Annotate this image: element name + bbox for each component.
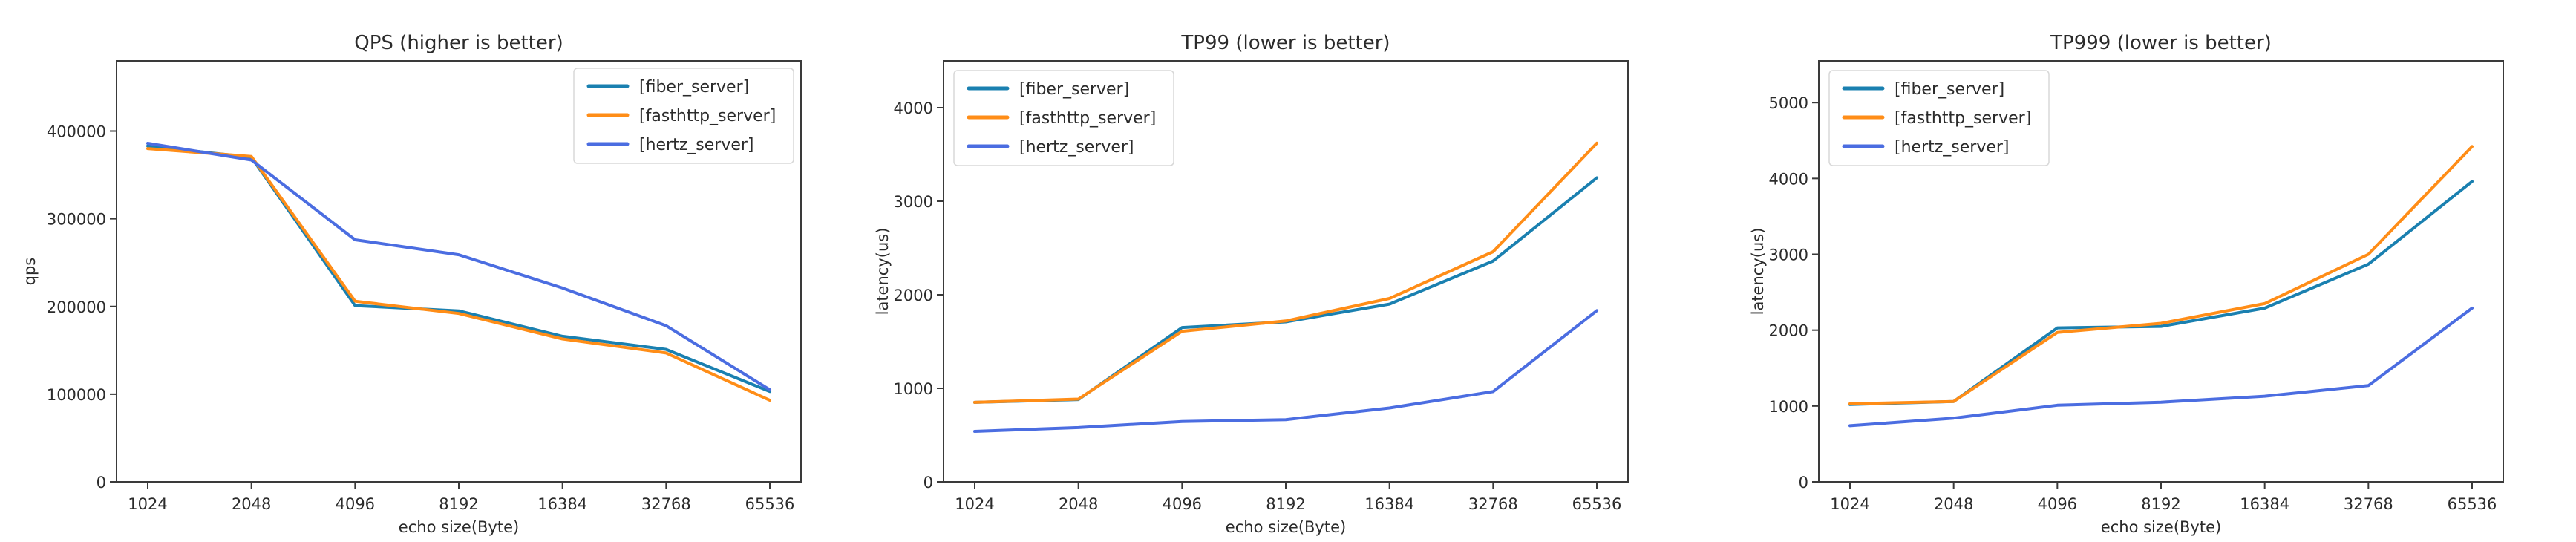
x-tick-label: 1024 bbox=[128, 495, 167, 513]
chart-title: TP99 (lower is better) bbox=[1180, 32, 1390, 54]
legend-label: [hertz_server] bbox=[1019, 138, 1134, 157]
x-tick-label: 32768 bbox=[641, 495, 691, 513]
legend bbox=[573, 68, 794, 164]
series-line-hertz_server bbox=[1848, 307, 2474, 428]
y-tick-label: 400000 bbox=[47, 123, 106, 141]
legend-label: [fiber_server] bbox=[639, 78, 749, 97]
legend-label: [fiber_server] bbox=[1895, 80, 2004, 99]
legend-label: [fasthttp_server] bbox=[1019, 109, 1156, 128]
chart-title: QPS (higher is better) bbox=[354, 32, 563, 54]
x-tick-label: 16384 bbox=[537, 495, 587, 513]
x-tick-label: 2048 bbox=[1934, 495, 1973, 513]
x-tick-label: 16384 bbox=[1364, 495, 1414, 513]
y-tick-label: 300000 bbox=[47, 211, 106, 229]
legend-label: [fasthttp_server] bbox=[639, 107, 776, 125]
legend-label: [hertz_server] bbox=[1895, 138, 2010, 157]
series-line-hertz_server bbox=[146, 142, 771, 391]
x-tick-label: 4096 bbox=[336, 495, 375, 513]
legend bbox=[1828, 70, 2050, 166]
y-axis-label: latency(us) bbox=[1749, 228, 1767, 316]
x-tick-label: 32768 bbox=[2344, 495, 2393, 513]
x-tick-label: 4096 bbox=[2038, 495, 2077, 513]
y-tick-label: 1000 bbox=[1769, 398, 1808, 416]
x-tick-label: 8192 bbox=[2141, 495, 2180, 513]
legend-label: [fiber_server] bbox=[1019, 80, 1129, 99]
series-line-fiber_server bbox=[973, 176, 1598, 404]
legend bbox=[953, 70, 1174, 166]
y-tick-label: 4000 bbox=[1769, 170, 1808, 188]
y-tick-label: 0 bbox=[923, 474, 933, 492]
x-tick-label: 65536 bbox=[2448, 495, 2497, 513]
chart-title: TP999 (lower is better) bbox=[2050, 32, 2272, 54]
y-tick-label: 1000 bbox=[894, 380, 933, 398]
y-axis-label: qps bbox=[21, 258, 39, 286]
y-tick-label: 2000 bbox=[1769, 322, 1808, 340]
y-tick-label: 5000 bbox=[1769, 94, 1808, 112]
x-axis-label: echo size(Byte) bbox=[1226, 518, 1346, 536]
y-tick-label: 0 bbox=[97, 474, 106, 492]
y-tick-label: 2000 bbox=[894, 287, 933, 304]
x-tick-label: 1024 bbox=[955, 495, 994, 513]
y-tick-label: 0 bbox=[1799, 474, 1808, 492]
x-tick-label: 65536 bbox=[745, 495, 795, 513]
series-line-fasthttp_server bbox=[973, 141, 1598, 404]
y-tick-label: 4000 bbox=[894, 99, 933, 117]
y-axis-label: latency(us) bbox=[874, 228, 892, 316]
legend-label: [fasthttp_server] bbox=[1895, 109, 2031, 128]
series-line-fiber_server bbox=[1848, 180, 2474, 406]
x-tick-label: 1024 bbox=[1830, 495, 1869, 513]
x-tick-label: 32768 bbox=[1468, 495, 1518, 513]
series-line-fiber_server bbox=[146, 144, 771, 394]
x-axis-label: echo size(Byte) bbox=[2101, 518, 2221, 536]
x-tick-label: 65536 bbox=[1572, 495, 1622, 513]
legend-label: [hertz_server] bbox=[639, 136, 754, 154]
series-line-hertz_server bbox=[973, 309, 1598, 433]
series-line-fasthttp_server bbox=[146, 147, 771, 402]
y-tick-label: 3000 bbox=[1769, 246, 1808, 264]
x-tick-label: 2048 bbox=[1059, 495, 1098, 513]
x-tick-label: 2048 bbox=[232, 495, 271, 513]
y-tick-label: 100000 bbox=[47, 386, 106, 404]
y-tick-label: 200000 bbox=[47, 298, 106, 316]
series-line-fasthttp_server bbox=[1848, 145, 2474, 405]
x-tick-label: 16384 bbox=[2240, 495, 2289, 513]
x-tick-label: 4096 bbox=[1163, 495, 1202, 513]
x-tick-label: 8192 bbox=[1266, 495, 1305, 513]
x-axis-label: echo size(Byte) bbox=[399, 518, 519, 536]
x-tick-label: 8192 bbox=[439, 495, 478, 513]
y-tick-label: 3000 bbox=[894, 193, 933, 211]
